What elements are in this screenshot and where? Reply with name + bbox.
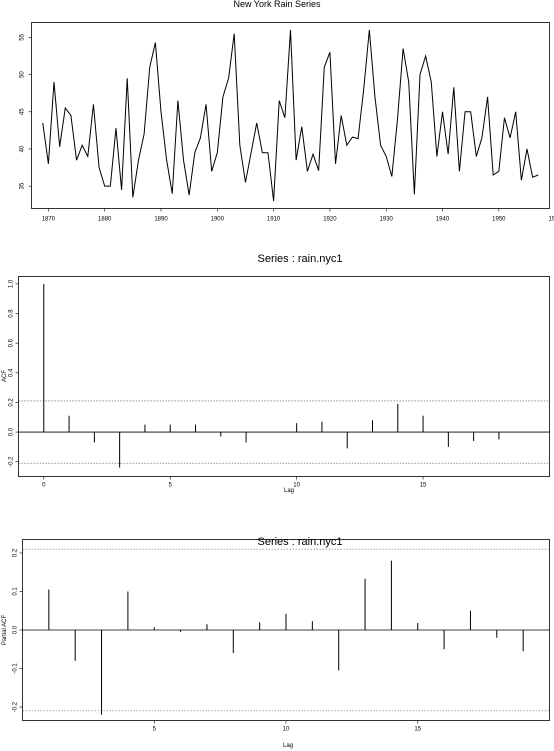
x-tick-label: 0 [42,483,46,489]
y-tick-label: 0.4 [9,368,15,377]
x-tick-label: 1930 [380,217,394,223]
x-tick-label: 5 [169,483,173,489]
x-tick-label: 1940 [436,217,450,223]
y-tick-label: 0.0 [9,427,15,436]
acf-panel: Series : rain.nyc1 Lag ACF 0 5 10 15 -0.2 0.0… [2,253,550,494]
acf-ylabel: ACF [2,370,8,382]
x-tick-label: 1950 [492,217,506,223]
y-tick-label: 45 [20,108,26,115]
pacf-xlabel: Lag [283,743,293,749]
x-tick-label: 1870 [42,217,56,223]
pacf-title: Series : rain.nyc1 [258,536,343,548]
x-tick-label: 10 [283,727,290,733]
x-tick-label: 1880 [98,217,112,223]
x-tick-label: 1900 [211,217,225,223]
y-tick-label: 50 [20,71,26,78]
acf-plot-frame [18,276,550,477]
x-tick-label: 1910 [267,217,281,223]
y-tick-label: 0.6 [9,338,15,347]
rain-series-title: New York Rain Series [233,0,321,9]
rain-series-plot-frame [31,22,550,209]
y-tick-label: -0.2 [13,701,19,712]
x-tick-label: 10 [293,483,300,489]
x-tick-label: 15 [420,483,427,489]
y-tick-label: 55 [20,33,26,40]
y-tick-label: 35 [20,182,26,189]
y-tick-label: 40 [20,145,26,152]
y-tick-label: -0.1 [13,663,19,674]
y-tick-label: -0.2 [9,456,15,467]
y-tick-label: 0.2 [9,398,15,407]
y-tick-label: 0.2 [13,548,19,557]
acf-xlabel: Lag [284,488,294,494]
y-tick-label: 0.1 [13,587,19,596]
x-tick-label: 1920 [323,217,337,223]
x-tick-label: 15 [414,727,421,733]
pacf-panel: Series : rain.nyc1 Lag Partial ACF 5 10 15… [2,536,550,749]
acf-title: Series : rain.nyc1 [258,253,343,265]
y-tick-label: 0.8 [9,309,15,318]
y-tick-label: 1.0 [9,279,15,288]
x-tick-label: 1960 [548,217,554,223]
rain-series-panel: New York Rain Series 1870 1880 1890 1900 191… [20,0,554,223]
rain-series-line [42,29,539,202]
x-tick-label: 5 [153,727,157,733]
y-tick-label: 0.0 [13,625,19,634]
x-tick-label: 1890 [154,217,168,223]
pacf-ylabel: Partial ACF [2,614,8,645]
